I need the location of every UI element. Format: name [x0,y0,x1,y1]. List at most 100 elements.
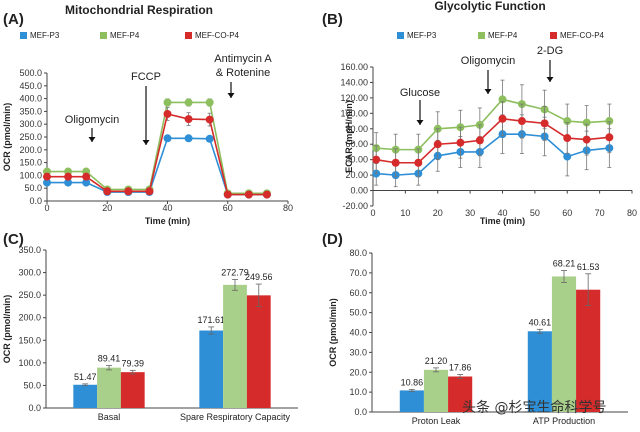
bar [97,367,121,408]
y-tick-label: 500.0 [19,68,42,78]
data-point [244,190,253,199]
legend-label: MEF-CO-P4 [195,31,240,40]
y-tick-label: 80.00 [345,124,368,134]
y-tick-label: 10.0 [349,387,367,397]
y-tick-label: 100.0 [18,358,41,368]
y-tick-label: 300.0 [19,119,42,129]
annotation-arrow-head [546,77,554,82]
y-axis-label: OCR (pmol/min) [328,298,338,367]
data-point [582,135,591,144]
y-tick-label: 0.0 [29,196,42,206]
legend-swatch [478,32,485,39]
legend-swatch [100,32,107,39]
y-tick-label: 50.0 [349,308,367,318]
x-tick-label: 0 [370,208,375,218]
x-tick-label: 40 [497,208,507,218]
y-tick-label: 50.0 [23,380,41,390]
data-point [43,178,51,187]
y-tick-label: 400.0 [19,94,42,104]
category-label: Spare Respiratory Capacity [180,412,291,422]
data-label: 171.61 [197,315,225,325]
bar [199,330,224,408]
y-tick-label: 350.0 [19,106,42,116]
data-point [205,98,214,107]
bar [223,284,247,408]
category-label: ATP Production [533,416,595,426]
x-axis-label: Time (min) [145,216,190,226]
legend-label: MEF-CO-P4 [560,31,605,40]
data-point [456,138,465,147]
y-axis-label: ECAR (mpH/min) [344,100,354,173]
series-line [376,117,610,164]
x-tick-label: 80 [283,203,293,213]
y-tick-label: 150.0 [19,158,42,168]
data-point [498,114,507,123]
y-tick-label: 20.0 [349,367,367,377]
data-point [475,136,484,145]
annotation-label: Glucose [400,87,440,99]
data-point [184,134,193,143]
x-tick-label: 60 [223,203,233,213]
data-point [414,158,423,167]
y-tick-label: 30.0 [349,347,367,357]
category-label: Proton Leak [412,416,461,426]
y-tick-label: 0.0 [28,403,41,413]
legend-swatch [550,32,557,39]
y-tick-label: 40.0 [349,328,367,338]
data-point [82,172,91,181]
data-point [540,119,549,128]
bar [527,331,552,412]
data-label: 272.79 [221,267,249,277]
y-tick-label: 160.00 [340,62,368,72]
watermark-text: 头条 @杉宝生命科学号 [462,399,606,416]
data-point [563,152,572,161]
annotation-label: & Rotenine [216,67,270,79]
y-tick-label: 80.0 [349,248,367,258]
data-label: 51.47 [74,372,97,382]
data-point [563,117,572,126]
y-tick-label: 250.0 [18,290,41,300]
data-point [205,115,214,124]
y-axis-label: OCR (pmol/min) [2,295,12,364]
bar [120,372,145,408]
data-label: 249.56 [245,272,273,282]
annotation-label: 2-DG [537,45,563,57]
legend-label: MEF-P3 [30,31,60,40]
x-tick-label: 60 [562,208,572,218]
data-point [163,134,172,143]
x-tick-label: 20 [433,208,443,218]
panel-label: (D) [322,231,343,248]
x-tick-label: 0 [44,203,49,213]
data-point [43,172,51,181]
data-point [605,133,614,142]
bar [551,276,577,412]
data-label: 68.21 [553,258,576,268]
y-tick-label: 300.0 [18,268,41,278]
data-label: 40.61 [529,317,552,327]
data-label: 10.86 [401,377,424,387]
chart-title: Mitochondrial Respiration [65,3,213,17]
y-tick-label: -20.00 [342,201,368,211]
data-point [262,190,271,199]
bar [448,376,473,412]
x-tick-label: 30 [465,208,475,218]
data-point [184,115,193,124]
x-tick-label: 20 [102,203,112,213]
y-axis-label: OCR (pmol/min) [2,103,12,172]
y-tick-label: 120.00 [340,93,368,103]
annotation-label: Oligomycin [461,55,515,67]
annotation-arrow-head [227,93,235,98]
data-point [64,178,73,187]
x-tick-label: 10 [400,208,410,218]
data-point [124,187,133,196]
data-point [103,187,112,196]
y-tick-label: 20.00 [345,170,368,180]
data-point [145,187,154,196]
y-tick-label: 100.00 [340,108,368,118]
legend-swatch [185,32,192,39]
y-tick-label: 150.0 [18,335,41,345]
data-point [563,134,572,143]
data-label: 89.41 [98,353,121,363]
data-point [433,140,442,149]
